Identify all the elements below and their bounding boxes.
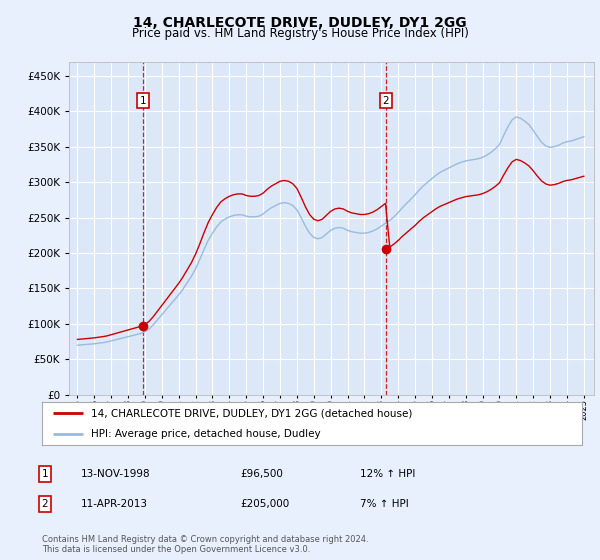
Text: 14, CHARLECOTE DRIVE, DUDLEY, DY1 2GG: 14, CHARLECOTE DRIVE, DUDLEY, DY1 2GG xyxy=(133,16,467,30)
Text: 13-NOV-1998: 13-NOV-1998 xyxy=(81,469,151,479)
Text: 11-APR-2013: 11-APR-2013 xyxy=(81,499,148,509)
Text: 12% ↑ HPI: 12% ↑ HPI xyxy=(360,469,415,479)
Text: Contains HM Land Registry data © Crown copyright and database right 2024.
This d: Contains HM Land Registry data © Crown c… xyxy=(42,535,368,554)
Text: £96,500: £96,500 xyxy=(240,469,283,479)
Text: 1: 1 xyxy=(41,469,49,479)
Text: HPI: Average price, detached house, Dudley: HPI: Average price, detached house, Dudl… xyxy=(91,430,320,439)
Text: 2: 2 xyxy=(383,96,389,106)
Text: £205,000: £205,000 xyxy=(240,499,289,509)
Text: 1: 1 xyxy=(139,96,146,106)
Text: 2: 2 xyxy=(41,499,49,509)
Text: 14, CHARLECOTE DRIVE, DUDLEY, DY1 2GG (detached house): 14, CHARLECOTE DRIVE, DUDLEY, DY1 2GG (d… xyxy=(91,408,412,418)
Text: Price paid vs. HM Land Registry's House Price Index (HPI): Price paid vs. HM Land Registry's House … xyxy=(131,27,469,40)
Text: 7% ↑ HPI: 7% ↑ HPI xyxy=(360,499,409,509)
